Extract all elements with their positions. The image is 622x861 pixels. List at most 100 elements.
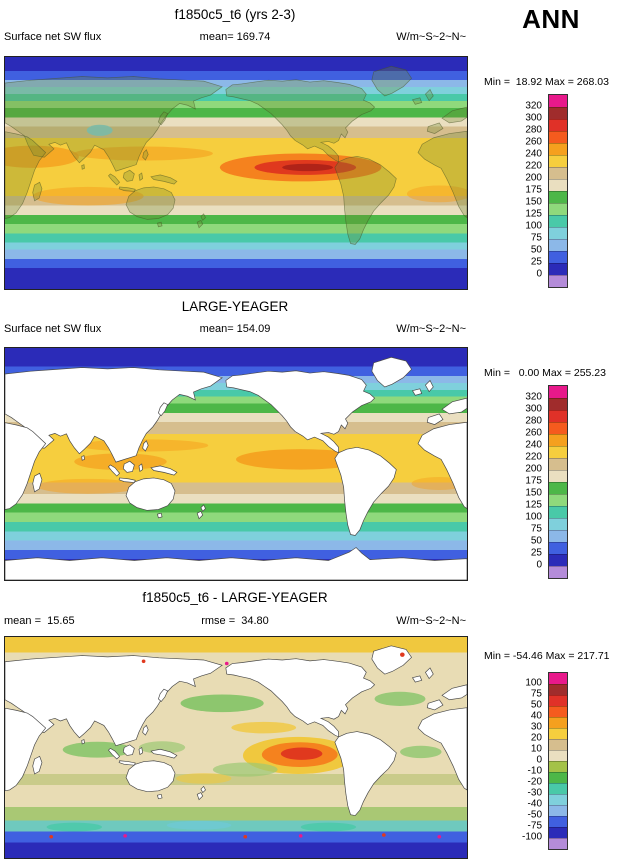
colorbar-cell [549, 131, 567, 143]
colorbar-cell [549, 750, 567, 761]
colorbar-tick-label: 40 [530, 710, 542, 722]
colorbar-tick-label: 280 [525, 415, 542, 427]
units-label: W/m~S~2~N~ [396, 615, 466, 627]
colorbar-cell [549, 95, 567, 107]
colorbar-cell [549, 542, 567, 554]
colorbar-tick-label: 220 [525, 160, 542, 172]
variable-label: Surface net SW flux [4, 31, 102, 43]
colorbar-cell [549, 695, 567, 706]
colorbar-tick-label: 100 [525, 220, 542, 232]
colorbar-cell [549, 783, 567, 794]
panel-diff: f1850c5_t6 - LARGE-YEAGER mean = 15.65 r… [0, 580, 622, 861]
colorbar-labels: 100 75 50 40 30 20 10 0 -10 -20 -30 -40 -50 -75 -100 [484, 672, 548, 848]
colorbar-cell [549, 518, 567, 530]
subheader-row: Surface net SW flux mean= 169.74 W/m~S~2… [4, 31, 466, 43]
colorbar-tick-label: 175 [525, 475, 542, 487]
colorbar-cell [549, 179, 567, 191]
colorbar-cell [549, 673, 567, 684]
mean-label: mean= 154.09 [199, 323, 271, 335]
rmse-label: rmse = 34.80 [201, 615, 269, 627]
colorbar-cell [549, 215, 567, 227]
colorbar-tick-label: 150 [525, 196, 542, 208]
mean-label: mean = 15.65 [4, 615, 75, 627]
colorbar-cell [549, 446, 567, 458]
colorbar-cell [549, 554, 567, 566]
colorbar-tick-label: 75 [530, 232, 542, 244]
season-label: ANN [522, 4, 580, 34]
variable-label: Surface net SW flux [4, 323, 102, 335]
colorbar-tick-label: 50 [530, 535, 542, 547]
mean-label: mean= 169.74 [199, 31, 271, 43]
colorbar-cell [549, 434, 567, 446]
colorbar: 100 75 50 40 30 20 10 0 -10 -20 -30 -40 -50 -75 -100 [484, 672, 568, 850]
diff-map [4, 636, 468, 859]
colorbar-cell [549, 739, 567, 750]
colorbar-tick-label: 0 [536, 754, 542, 766]
colorbar-cell [549, 251, 567, 263]
colorbar-cell [549, 143, 567, 155]
model-map [4, 56, 468, 290]
minmax-label: Min = 0.00 Max = 255.23 [484, 367, 606, 379]
panel-title: f1850c5_t6 (yrs 2-3) [174, 7, 296, 22]
colorbar-cell [549, 816, 567, 827]
minmax-label: Min = -54.46 Max = 217.71 [484, 650, 610, 662]
colorbar-tick-label: 175 [525, 184, 542, 196]
colorbar-tick-label: 260 [525, 427, 542, 439]
panel-obs: LARGE-YEAGER Surface net SW flux mean= 1… [0, 289, 622, 581]
colorbar-tick-label: 200 [525, 172, 542, 184]
colorbar-cell [549, 772, 567, 783]
colorbar-tick-label: 0 [536, 268, 542, 280]
colorbar-tick-label: 300 [525, 112, 542, 124]
colorbar: 320 300 280 260 240 220 200 175 150 125 100 75 50 25 0 [484, 94, 568, 288]
colorbar-cell [549, 530, 567, 542]
colorbar-tick-label: 125 [525, 208, 542, 220]
colorbar-labels: 320 300 280 260 240 220 200 175 150 125 100 75 50 25 0 [484, 385, 548, 577]
colorbar-cell [549, 838, 567, 849]
colorbar-cell [549, 155, 567, 167]
colorbar-tick-label: 50 [530, 244, 542, 256]
colorbar-cell [549, 227, 567, 239]
colorbar-cell [549, 422, 567, 434]
colorbar-tick-label: -30 [527, 787, 542, 799]
colorbar-tick-label: 300 [525, 403, 542, 415]
colorbar-cell [549, 239, 567, 251]
colorbar-cell [549, 410, 567, 422]
colorbar-tick-label: 320 [525, 100, 542, 112]
colorbar-cell [549, 506, 567, 518]
colorbar-tick-label: 25 [530, 547, 542, 559]
colorbar-cell [549, 458, 567, 470]
colorbar-tick-label: 260 [525, 136, 542, 148]
colorbar-cell [549, 494, 567, 506]
colorbar-cells [548, 94, 568, 288]
colorbar-cell [549, 263, 567, 275]
colorbar-tick-label: 0 [536, 559, 542, 571]
colorbar-cell [549, 119, 567, 131]
colorbar-tick-label: 220 [525, 451, 542, 463]
colorbar-tick-label: 25 [530, 256, 542, 268]
colorbar-tick-label: -50 [527, 809, 542, 821]
colorbar-tick-label: 100 [525, 677, 542, 689]
colorbar-cells [548, 672, 568, 850]
colorbar-tick-label: 75 [530, 688, 542, 700]
colorbar-tick-label: -40 [527, 798, 542, 810]
colorbar-cell [549, 566, 567, 578]
colorbar-tick-label: 50 [530, 699, 542, 711]
colorbar-tick-label: 20 [530, 732, 542, 744]
panel-model: f1850c5_t6 (yrs 2-3) Surface net SW flux… [0, 0, 622, 290]
colorbar-tick-label: 240 [525, 148, 542, 160]
colorbar-tick-label: 280 [525, 124, 542, 136]
colorbar-cell [549, 386, 567, 398]
colorbar-tick-label: -10 [527, 765, 542, 777]
colorbar-cell [549, 470, 567, 482]
minmax-label: Min = 18.92 Max = 268.03 [484, 76, 609, 88]
colorbar-tick-label: -75 [527, 820, 542, 832]
colorbar-cell [549, 827, 567, 838]
colorbar-cell [549, 728, 567, 739]
colorbar-cell [549, 167, 567, 179]
colorbar-tick-label: 75 [530, 523, 542, 535]
subheader-row: Surface net SW flux mean= 154.09 W/m~S~2… [4, 323, 466, 335]
colorbar-cell [549, 805, 567, 816]
colorbar: 320 300 280 260 240 220 200 175 150 125 100 75 50 25 0 [484, 385, 568, 579]
colorbar-cell [549, 398, 567, 410]
